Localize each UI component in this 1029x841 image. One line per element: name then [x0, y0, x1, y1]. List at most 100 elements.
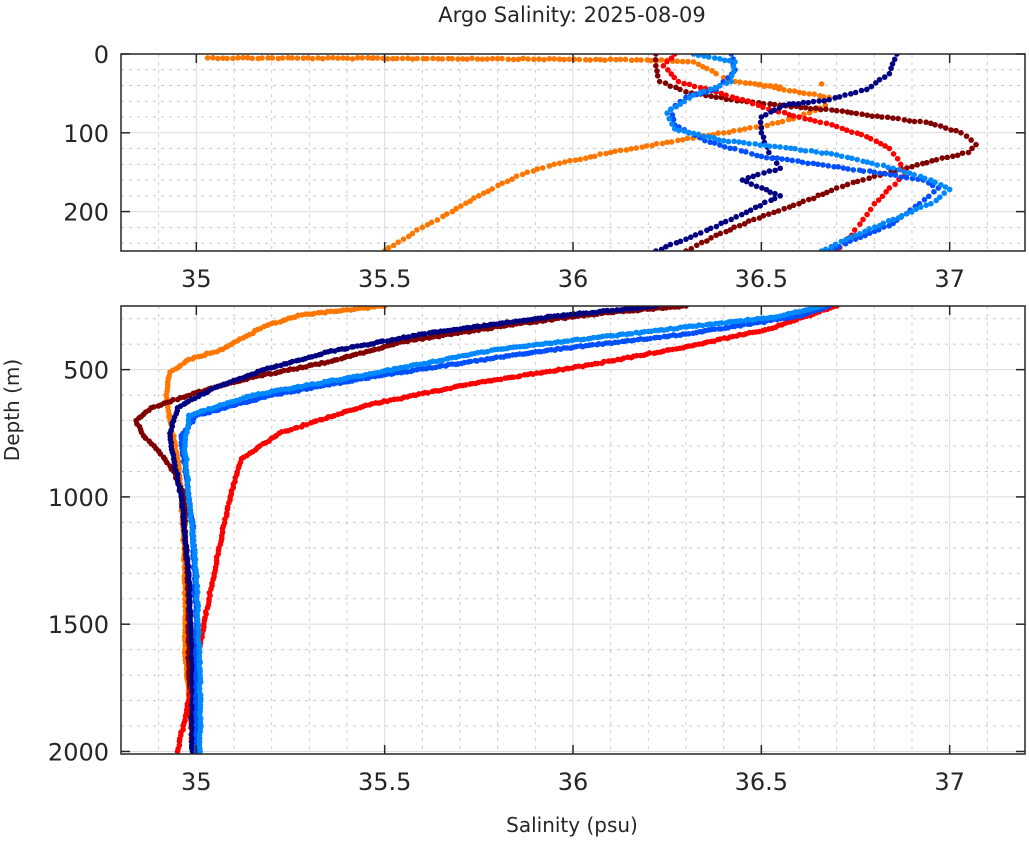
data-point — [638, 57, 644, 63]
data-point — [906, 170, 913, 176]
data-point — [715, 326, 722, 332]
data-point — [340, 55, 346, 61]
data-point — [582, 56, 589, 63]
data-point — [711, 55, 718, 61]
data-point — [619, 338, 626, 345]
data-point — [349, 56, 356, 62]
data-point — [259, 390, 266, 397]
data-point — [810, 98, 817, 105]
data-point — [185, 567, 191, 574]
data-point — [766, 143, 773, 149]
data-point — [259, 55, 265, 61]
data-point — [723, 320, 729, 326]
data-point — [963, 133, 970, 139]
data-point — [190, 533, 197, 540]
data-point — [821, 98, 828, 104]
data-point — [685, 129, 692, 136]
data-point — [723, 96, 730, 103]
data-point — [767, 189, 773, 195]
data-point — [869, 160, 875, 167]
data-point — [498, 346, 504, 352]
data-point — [661, 333, 668, 340]
data-point — [897, 161, 904, 168]
data-point — [674, 58, 681, 65]
data-point — [843, 236, 849, 243]
data-point — [188, 612, 194, 619]
data-point — [633, 145, 640, 151]
data-point — [806, 91, 813, 97]
data-point — [653, 63, 659, 69]
data-point — [502, 375, 509, 381]
data-point — [220, 55, 226, 61]
data-point — [852, 232, 859, 239]
data-point — [668, 106, 674, 113]
data-point — [718, 94, 725, 101]
data-point — [757, 142, 764, 149]
data-point — [791, 88, 798, 94]
data-point — [348, 344, 355, 350]
data-point — [926, 193, 932, 200]
data-point — [329, 358, 335, 364]
data-point — [138, 429, 145, 436]
data-point — [464, 56, 470, 62]
data-point — [189, 745, 195, 752]
data-point — [429, 388, 436, 395]
data-point — [585, 336, 591, 342]
data-point — [417, 361, 424, 368]
data-point — [693, 242, 700, 249]
x-tick-label: 36.5 — [735, 768, 788, 796]
data-point — [685, 58, 691, 65]
data-point — [449, 208, 456, 215]
data-point — [686, 95, 693, 101]
data-point — [726, 57, 733, 64]
data-point — [497, 354, 504, 360]
data-point — [703, 65, 710, 72]
data-point — [668, 139, 675, 145]
data-point — [569, 337, 575, 344]
x-tick-label: 37 — [934, 265, 965, 293]
data-point — [876, 76, 883, 83]
data-point — [838, 153, 845, 160]
data-point — [911, 118, 918, 125]
data-point — [639, 144, 646, 150]
data-point — [891, 56, 898, 63]
data-point — [768, 197, 774, 204]
data-point — [775, 86, 782, 92]
data-point — [737, 79, 743, 85]
data-point — [772, 167, 778, 174]
data-point — [867, 168, 873, 174]
data-point — [681, 98, 688, 105]
data-point — [848, 91, 854, 97]
data-point — [730, 127, 737, 134]
data-point — [736, 127, 743, 133]
data-point — [708, 93, 714, 99]
data-point — [186, 602, 193, 609]
data-point — [896, 166, 903, 173]
data-point — [817, 106, 824, 113]
data-point — [942, 184, 949, 190]
data-point — [515, 373, 521, 380]
data-point — [390, 242, 397, 249]
data-point — [773, 160, 780, 166]
data-point — [921, 196, 928, 203]
data-point — [754, 152, 760, 159]
data-point — [755, 102, 762, 109]
data-point — [881, 74, 888, 80]
data-point — [969, 145, 975, 152]
data-point — [717, 142, 723, 148]
data-point — [623, 147, 630, 153]
data-point — [651, 335, 658, 341]
data-point — [932, 121, 938, 128]
data-point — [752, 204, 759, 211]
data-point — [607, 56, 614, 62]
data-point — [690, 330, 696, 337]
data-point — [469, 55, 475, 62]
data-point — [599, 360, 605, 367]
data-point — [665, 67, 671, 73]
data-point — [315, 55, 321, 61]
data-point — [932, 179, 938, 186]
data-point — [136, 415, 142, 421]
data-point — [673, 239, 680, 246]
data-point — [738, 148, 745, 154]
data-point — [572, 157, 579, 163]
